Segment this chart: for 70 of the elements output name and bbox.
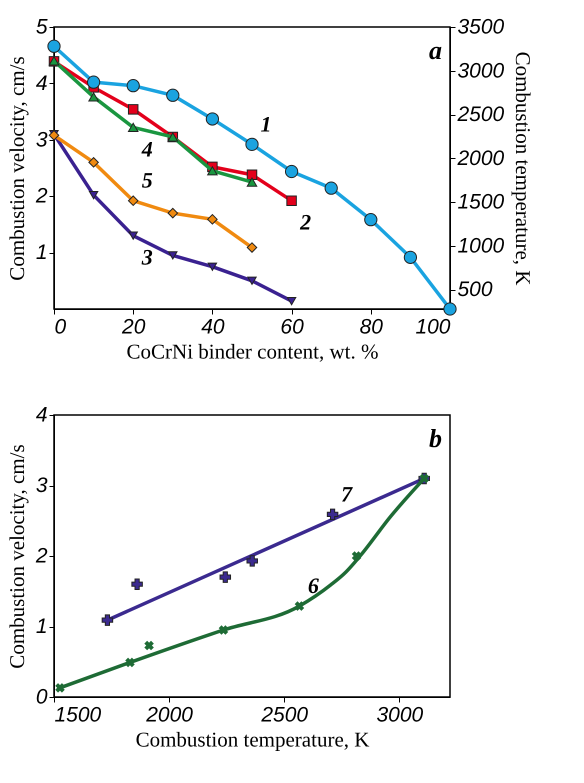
point: [246, 170, 258, 180]
x-tick-label: 2000: [145, 704, 194, 726]
y2-tick-label: 2500: [456, 103, 505, 126]
x-tick-label: 40: [201, 316, 225, 338]
y2-tick-label: 3000: [458, 59, 505, 82]
y-axis-title: Combustion velocity, cm/s: [4, 444, 29, 669]
point: [88, 157, 99, 168]
y2-tick-label: 1500: [458, 190, 505, 214]
y-tick-label: 1: [36, 241, 48, 264]
x-tick-label: 60: [280, 316, 304, 338]
point: [246, 177, 258, 187]
point: [286, 296, 296, 306]
point: [168, 251, 178, 260]
point: [168, 208, 178, 218]
annotation: 4: [140, 136, 153, 162]
annotation: 1: [260, 111, 272, 136]
y-axis-title: Combustion velocity, cm/s: [4, 56, 29, 281]
annotation: b: [429, 424, 442, 453]
y-tick-label: 4: [36, 72, 48, 95]
point: [86, 76, 100, 89]
point: [443, 302, 457, 316]
x-axis-title: CoCrNi binder content, wt. %: [126, 340, 378, 364]
point: [404, 250, 418, 264]
x-tick-label: 80: [360, 316, 384, 338]
y2-tick-label: 3500: [458, 16, 505, 38]
point: [208, 262, 218, 271]
x-tick-label: 0: [54, 316, 66, 338]
point: [128, 232, 138, 240]
x-tick-label: 1500: [54, 704, 102, 726]
y2-tick-label: 1000: [458, 234, 505, 258]
point: [246, 242, 258, 253]
point: [324, 182, 338, 195]
point: [126, 79, 140, 92]
y-tick-label: 2: [34, 184, 48, 208]
annotation: 5: [142, 168, 153, 193]
y2-tick-label: 2000: [456, 146, 505, 170]
point: [47, 40, 61, 53]
x-tick-label: 3000: [376, 704, 424, 726]
point: [245, 138, 259, 151]
x-tick-label: 2500: [260, 704, 308, 726]
annotation: 7: [341, 481, 354, 506]
point: [207, 166, 218, 176]
annotation: 6: [308, 573, 319, 598]
point: [206, 112, 220, 126]
point: [247, 276, 257, 285]
y-tick-label: 0: [36, 686, 48, 708]
x-tick-label: 100: [415, 316, 451, 338]
y-tick-label: 4: [36, 404, 48, 426]
annotation: 3: [140, 244, 153, 270]
y-tick-label: 3: [36, 474, 48, 497]
point: [88, 190, 98, 200]
point: [284, 164, 298, 178]
y-tick-label: 5: [36, 16, 48, 38]
y2-tick-label: 500: [458, 278, 493, 302]
point: [128, 104, 138, 115]
point: [286, 195, 297, 206]
x-axis-title: Combustion temperature, K: [136, 728, 370, 752]
point: [128, 122, 138, 132]
y-tick-label: 2: [34, 544, 48, 568]
y-tick-label: 1: [36, 615, 48, 638]
point: [207, 214, 218, 225]
y-tick-label: 3: [36, 128, 48, 152]
annotation: 2: [299, 210, 312, 235]
x-tick-label: 20: [121, 316, 146, 338]
point: [88, 92, 99, 102]
y2-axis-title: Combustion temperature, K: [511, 52, 536, 286]
annotation: a: [429, 36, 442, 65]
point: [364, 213, 378, 226]
point: [166, 88, 180, 102]
point: [128, 195, 138, 206]
